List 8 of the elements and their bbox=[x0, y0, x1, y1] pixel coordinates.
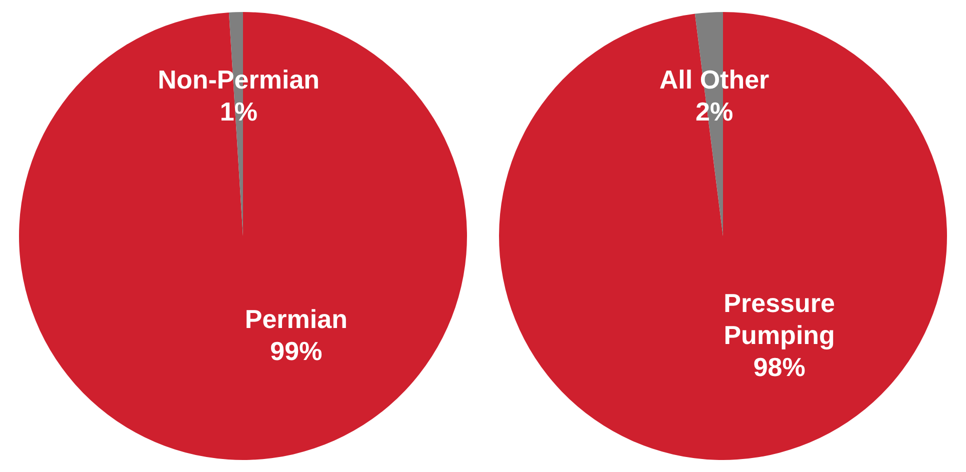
slice-label: Non-Permian bbox=[158, 64, 320, 94]
data-label: 98% bbox=[753, 352, 806, 382]
data-label: 99% bbox=[270, 336, 322, 366]
slice-label: Permian bbox=[244, 304, 348, 334]
data-label: 2% bbox=[695, 96, 734, 127]
slice-label: All Other bbox=[659, 64, 770, 95]
data-label: 1% bbox=[220, 96, 258, 126]
slice-label: Pressure Pumping bbox=[724, 288, 835, 350]
